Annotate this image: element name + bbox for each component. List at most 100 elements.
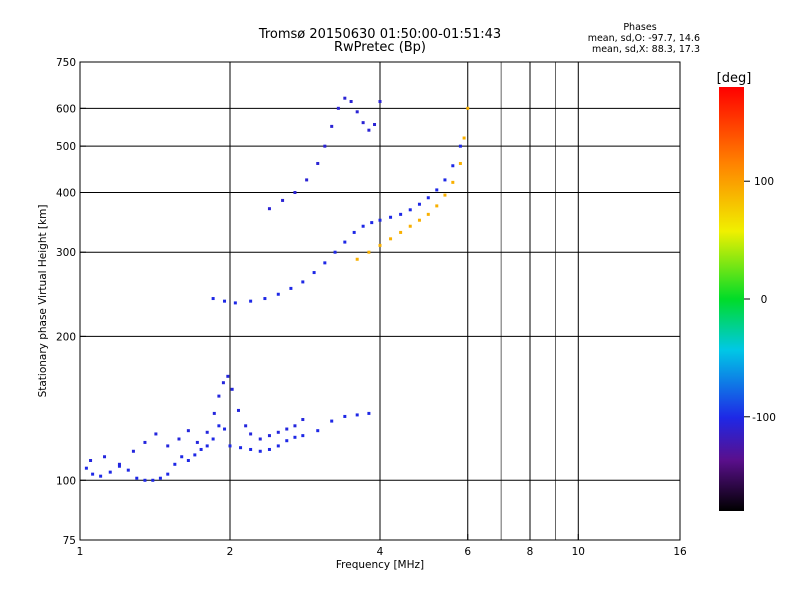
y-axis-ticks: 75 100 200 300 400 500 600 750 — [56, 57, 86, 547]
scatter-point — [236, 408, 240, 412]
scatter-point — [205, 444, 209, 448]
scatter-point — [355, 413, 359, 417]
x-axis-label: Frequency [MHz] — [336, 559, 424, 571]
scatter-point — [378, 243, 382, 247]
scatter-point — [221, 381, 225, 385]
scatter-point — [367, 250, 371, 254]
scatter-point — [285, 427, 289, 431]
scatter-point — [154, 432, 158, 436]
scatter-point — [352, 230, 356, 234]
scatter-point — [367, 411, 371, 415]
scatter-point — [426, 212, 430, 216]
chart-subtitle: RwPretec (Bp) — [333, 40, 427, 55]
scatter-point — [361, 121, 365, 125]
x-tick-label: 1 — [77, 546, 84, 558]
y-tick-label: 400 — [56, 187, 76, 199]
scatter-point — [361, 224, 365, 228]
scatter-point — [103, 455, 107, 459]
scatter-point — [312, 271, 316, 275]
y-tick-label: 750 — [56, 57, 76, 69]
phase-stats-x: mean, sd,X: 88.3, 17.3 — [591, 44, 700, 55]
scatter-point — [158, 476, 162, 480]
scatter-point — [117, 462, 121, 466]
scatter-point — [205, 430, 209, 434]
scatter-point — [343, 240, 347, 244]
y-tick-label: 100 — [56, 475, 76, 487]
scatter-point — [117, 464, 121, 468]
scatter-point — [323, 144, 327, 148]
scatter-point — [343, 96, 347, 100]
x-tick-label: 10 — [572, 546, 585, 558]
x-tick-label: 4 — [377, 546, 384, 558]
x-tick-label: 16 — [673, 546, 687, 558]
colorbar-label: [deg] — [717, 71, 752, 86]
scatter-point — [217, 394, 221, 398]
scatter-point — [186, 429, 190, 433]
scatter-point — [199, 447, 203, 451]
scatter-point — [143, 440, 147, 444]
scatter-point — [378, 100, 382, 104]
scatter-point — [233, 301, 237, 305]
scatter-point — [267, 447, 271, 451]
scatter-point — [399, 212, 403, 216]
scatter-point — [316, 429, 320, 433]
scatter-point — [417, 218, 421, 222]
scatter-point — [316, 161, 320, 165]
scatter-point — [228, 444, 232, 448]
scatter-point — [91, 472, 95, 476]
scatter-point — [389, 237, 393, 241]
scatter-point — [293, 424, 297, 428]
x-tick-label: 6 — [464, 546, 471, 558]
scatter-point — [355, 110, 359, 114]
scatter-point — [180, 455, 184, 459]
scatter-point — [389, 215, 393, 219]
scatter-point — [451, 180, 455, 184]
scatter-point — [276, 292, 280, 296]
scatter-point — [408, 224, 412, 228]
scatter-point — [330, 419, 334, 423]
scatter-point — [84, 466, 88, 470]
scatter-point — [305, 178, 309, 182]
scatter-point — [443, 178, 447, 182]
scatter-point — [289, 286, 293, 290]
scatter-point — [355, 257, 359, 261]
scatter-point — [301, 418, 305, 422]
x-tick-label: 2 — [227, 546, 234, 558]
y-axis-label: Stationary phase Virtual Height [km] — [37, 205, 49, 398]
scatter-point — [217, 424, 221, 428]
x-tick-label: 8 — [527, 546, 534, 558]
scatter-point — [458, 161, 462, 165]
scatter-point — [263, 297, 267, 301]
scatter-point — [211, 297, 215, 301]
scatter-point — [333, 250, 337, 254]
scatter-point — [249, 299, 253, 303]
scatter-point — [276, 430, 280, 434]
phases-label: Phases — [623, 22, 657, 33]
scatter-point — [135, 476, 139, 480]
scatter-point — [212, 411, 216, 415]
scatter-point — [239, 446, 243, 450]
scatter-point — [451, 164, 455, 168]
scatter-point — [399, 230, 403, 234]
scatter-point — [195, 440, 199, 444]
scatter-point — [230, 387, 234, 391]
chart-title: Tromsø 20150630 01:50:00-01:51:43 — [258, 27, 502, 42]
y-tick-label: 300 — [56, 247, 76, 259]
phase-stats-o: mean, sd,O: -97.7, 14.6 — [587, 33, 700, 44]
scatter-point — [293, 435, 297, 439]
scatter-point — [173, 462, 177, 466]
colorbar-tick-label: 0 — [761, 294, 768, 306]
scatter-point — [193, 453, 197, 457]
scatter-point — [458, 144, 462, 148]
y-tick-label: 600 — [56, 103, 76, 115]
y-tick-label: 500 — [56, 141, 76, 153]
scatter-point — [186, 458, 190, 462]
scatter-point — [443, 193, 447, 197]
grid-lines — [80, 62, 680, 540]
scatter-point — [267, 207, 271, 211]
scatter-point — [166, 444, 170, 448]
scatter-point — [126, 468, 130, 472]
scatter-point — [177, 437, 181, 441]
scatter-point — [151, 478, 155, 482]
